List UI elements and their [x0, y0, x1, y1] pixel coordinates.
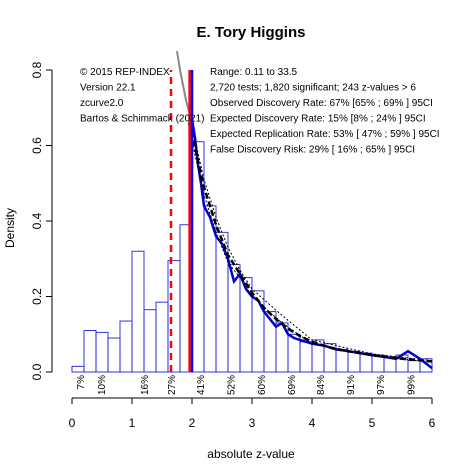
annotation-right-line-5: False Discovery Risk: 29% [ 16% ; 65% ] … [210, 145, 415, 156]
y-tick-label-0: 0.0 [30, 363, 44, 380]
power-label-9: 91% [346, 375, 357, 395]
histogram-bar-22 [335, 348, 349, 373]
histogram-bar-29 [419, 358, 433, 373]
power-label-10: 97% [376, 375, 387, 395]
y-tick-label-3: 0.6 [30, 137, 44, 154]
fitted-curve [187, 122, 433, 363]
power-label-6: 60% [257, 375, 268, 395]
x-axis-ticks: 0 1 2 3 4 5 6 [69, 398, 436, 430]
histogram-bar-0 [71, 365, 85, 373]
x-tick-label-3: 3 [249, 416, 256, 430]
annotation-right-line-1: 2,720 tests; 1,820 significant; 243 z-va… [210, 83, 416, 94]
power-label-3: 27% [167, 375, 178, 395]
annotation-left-line-1: Version 22.1 [80, 83, 136, 94]
histogram-bar-4 [119, 320, 133, 373]
histogram-bar-5 [131, 250, 145, 373]
power-label-5: 52% [226, 375, 237, 395]
y-tick-label-1: 0.2 [30, 288, 44, 305]
histogram-bar-3 [107, 337, 121, 373]
power-label-8: 84% [316, 375, 327, 395]
annotation-right-line-2: Observed Discovery Rate: 67% [65% ; 69% … [210, 98, 433, 109]
chart-title: E. Tory Higgins [197, 24, 306, 41]
x-tick-label-0: 0 [69, 416, 76, 430]
threshold-lines [169, 70, 194, 372]
x-axis-label: absolute z-value [207, 447, 295, 461]
power-label-2: 16% [140, 375, 151, 395]
power-labels: 7% 10% 16% 27% 41% 52% 60% 69% 84% 91% 97% 99% [76, 375, 418, 395]
annotation-left-line-0: © 2015 REP-INDEX [80, 67, 170, 78]
x-tick-label-5: 5 [369, 416, 376, 430]
x-tick-label-2: 2 [189, 416, 196, 430]
annotation-right-line-3: Expected Discovery Rate: 15% [8% ; 24% ]… [210, 114, 426, 125]
x-tick-label-1: 1 [129, 416, 136, 430]
histogram-bars [71, 141, 433, 373]
histogram-bar-15 [251, 290, 265, 373]
histogram-bar-7 [155, 301, 169, 373]
y-tick-label-2: 0.4 [30, 212, 44, 229]
annotation-left-line-3: Bartos & Schimmack (2021) [80, 114, 205, 125]
histogram-bar-19 [299, 341, 313, 373]
histogram-bar-2 [95, 331, 109, 373]
x-tick-label-4: 4 [309, 416, 316, 430]
power-label-4: 41% [196, 375, 207, 395]
histogram-bar-23 [347, 350, 361, 373]
histogram-bar-1 [83, 330, 97, 373]
annotation-right-line-0: Range: 0.11 to 33.5 [210, 67, 298, 78]
y-axis-ticks: 0.0 0.2 0.4 0.6 0.8 [30, 61, 52, 380]
annotation-left-line-2: zcurve2.0 [80, 98, 124, 109]
power-label-0: 7% [76, 375, 87, 390]
annotation-left: © 2015 REP-INDEX Version 22.1 zcurve2.0 Bar… [80, 67, 205, 125]
x-tick-label-6: 6 [429, 416, 436, 430]
annotation-right-line-4: Expected Replication Rate: 53% [ 47% ; 5… [210, 129, 440, 140]
y-axis-label: Density [3, 208, 17, 248]
power-label-7: 69% [287, 375, 298, 395]
power-label-1: 10% [97, 375, 108, 395]
power-label-11: 99% [406, 375, 417, 395]
histogram-bar-6 [143, 309, 157, 373]
histogram-bar-28 [407, 360, 421, 373]
y-tick-label-4: 0.8 [30, 61, 44, 78]
annotation-right: Range: 0.11 to 33.5 2,720 tests; 1,820 si… [210, 67, 440, 156]
